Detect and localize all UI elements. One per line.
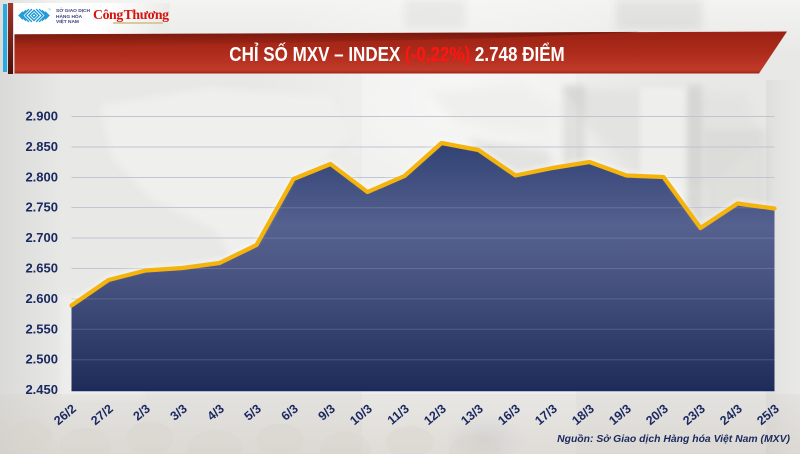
- svg-text:27/2: 27/2: [88, 402, 116, 428]
- svg-text:TM: TM: [48, 8, 51, 11]
- svg-text:2.650: 2.650: [25, 261, 58, 276]
- svg-text:11/3: 11/3: [385, 402, 412, 428]
- svg-text:2.900: 2.900: [25, 109, 58, 124]
- svg-text:18/3: 18/3: [569, 402, 597, 428]
- svg-text:2.800: 2.800: [25, 169, 58, 184]
- svg-text:16/3: 16/3: [495, 402, 523, 428]
- svg-text:9/3: 9/3: [316, 402, 338, 424]
- svg-text:19/3: 19/3: [606, 402, 634, 428]
- svg-text:2.850: 2.850: [25, 139, 58, 154]
- svg-text:25/3: 25/3: [754, 402, 782, 428]
- svg-text:2.600: 2.600: [25, 291, 58, 306]
- svg-text:4/3: 4/3: [205, 402, 227, 424]
- svg-text:3/3: 3/3: [168, 402, 190, 424]
- svg-text:26/2: 26/2: [51, 402, 79, 428]
- svg-text:2/3: 2/3: [131, 402, 153, 424]
- svg-text:6/3: 6/3: [279, 402, 301, 424]
- svg-text:2.500: 2.500: [25, 352, 58, 367]
- svg-text:24/3: 24/3: [717, 402, 745, 428]
- svg-text:10/3: 10/3: [347, 402, 375, 428]
- svg-text:23/3: 23/3: [680, 402, 708, 428]
- svg-text:13/3: 13/3: [458, 402, 486, 428]
- svg-text:12/3: 12/3: [421, 402, 449, 428]
- svg-text:20/3: 20/3: [643, 402, 671, 428]
- svg-text:5/3: 5/3: [242, 402, 264, 424]
- svg-text:2.700: 2.700: [25, 230, 58, 245]
- svg-text:2.450: 2.450: [25, 382, 58, 397]
- svg-text:2.550: 2.550: [25, 321, 58, 336]
- svg-text:2.750: 2.750: [25, 200, 58, 215]
- svg-text:17/3: 17/3: [532, 402, 560, 428]
